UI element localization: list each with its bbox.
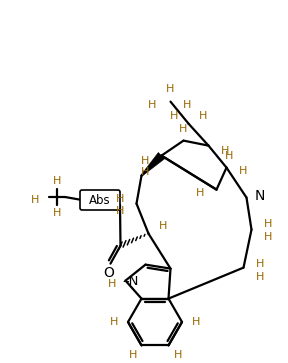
Text: H: H [158,221,167,231]
FancyBboxPatch shape [80,190,120,210]
Polygon shape [141,152,165,176]
Text: –N: –N [122,275,139,288]
Text: H: H [31,195,39,205]
Text: H: H [198,111,207,121]
Text: H: H [255,258,264,269]
Text: H: H [148,99,156,110]
Text: H: H [225,151,234,160]
Text: H: H [264,232,272,242]
Text: H: H [116,205,124,216]
Text: H: H [255,272,264,282]
Text: H: H [264,219,272,229]
Text: H: H [141,167,149,177]
Text: N: N [255,189,265,203]
Text: H: H [170,111,179,121]
Text: H: H [179,124,188,134]
Text: H: H [141,156,149,166]
Text: Abs: Abs [89,193,111,207]
Text: H: H [221,146,229,156]
Text: H: H [238,166,247,176]
Text: H: H [129,350,138,360]
Text: H: H [110,317,118,327]
Text: H: H [166,83,175,94]
Text: H: H [116,193,124,204]
Text: H: H [174,350,183,360]
Text: H: H [196,188,204,197]
Text: H: H [53,176,61,186]
Text: H: H [183,99,191,110]
Text: H: H [53,208,61,218]
Text: H: H [108,279,117,289]
Text: H: H [192,317,200,327]
Text: O: O [103,266,114,280]
